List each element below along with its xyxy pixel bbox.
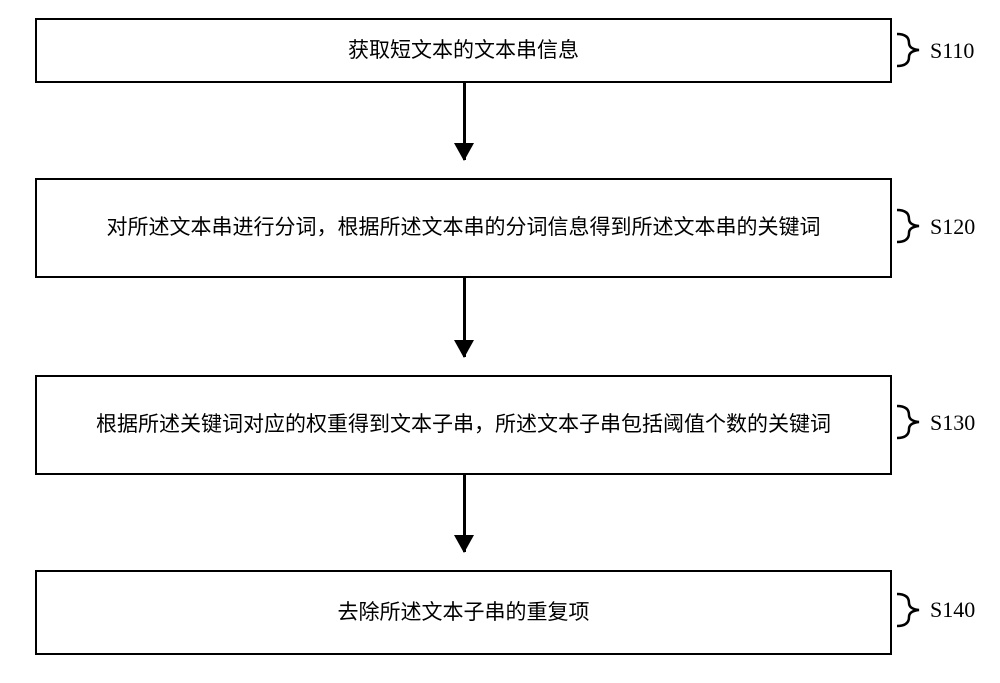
step-label-s140: S140 [930, 597, 975, 623]
step-box-s130: 根据所述关键词对应的权重得到文本子串，所述文本子串包括阈值个数的关键词 [35, 375, 892, 475]
brace-icon [895, 592, 925, 628]
step-box-s110: 获取短文本的文本串信息 [35, 18, 892, 83]
brace-icon [895, 404, 925, 440]
step-text: 去除所述文本子串的重复项 [338, 596, 590, 630]
step-label-s110: S110 [930, 38, 974, 64]
step-box-s120: 对所述文本串进行分词，根据所述文本串的分词信息得到所述文本串的关键词 [35, 178, 892, 278]
flow-arrow [463, 83, 466, 160]
flowchart-canvas: 获取短文本的文本串信息 S110 对所述文本串进行分词，根据所述文本串的分词信息… [0, 0, 1000, 683]
step-label-s130: S130 [930, 410, 975, 436]
step-box-s140: 去除所述文本子串的重复项 [35, 570, 892, 655]
step-text: 根据所述关键词对应的权重得到文本子串，所述文本子串包括阈值个数的关键词 [96, 408, 831, 442]
step-text: 获取短文本的文本串信息 [348, 34, 579, 68]
brace-icon [895, 208, 925, 244]
step-label-s120: S120 [930, 214, 975, 240]
flow-arrow [463, 278, 466, 357]
flow-arrow [463, 475, 466, 552]
step-text: 对所述文本串进行分词，根据所述文本串的分词信息得到所述文本串的关键词 [107, 211, 821, 245]
brace-icon [895, 32, 925, 68]
